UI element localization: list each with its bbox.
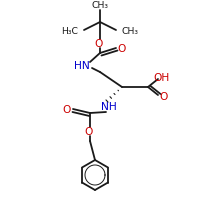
- Text: H₃C: H₃C: [61, 26, 78, 36]
- Text: O: O: [160, 92, 168, 102]
- Text: NH: NH: [101, 102, 117, 112]
- Text: O: O: [95, 39, 103, 49]
- Text: CH₃: CH₃: [122, 26, 139, 36]
- Text: HN: HN: [74, 61, 90, 71]
- Text: O: O: [63, 105, 71, 115]
- Text: OH: OH: [153, 73, 169, 83]
- Text: CH₃: CH₃: [92, 1, 108, 10]
- Text: O: O: [85, 127, 93, 137]
- Text: O: O: [118, 44, 126, 54]
